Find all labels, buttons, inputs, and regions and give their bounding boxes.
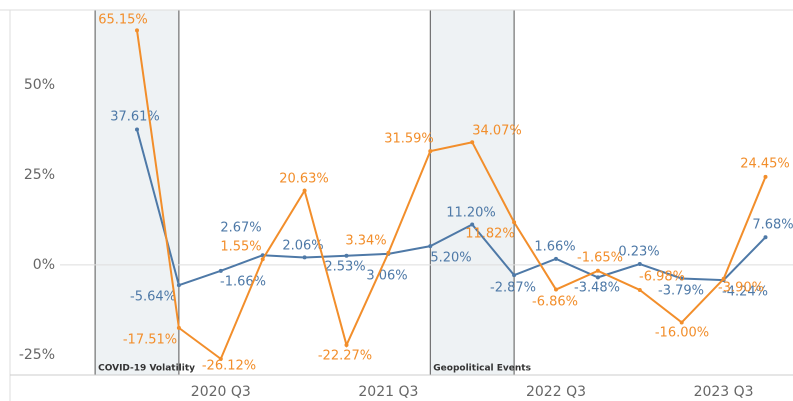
data-label: -16.00% — [655, 326, 709, 341]
data-label: 65.15% — [98, 13, 148, 28]
data-label: -26.12% — [202, 359, 256, 374]
event-band — [430, 10, 515, 375]
series-line — [136, 129, 767, 287]
data-label: 1.66% — [534, 240, 575, 255]
data-label: 24.45% — [740, 157, 790, 172]
point — [470, 222, 475, 227]
point — [595, 268, 600, 273]
data-label: 2.67% — [220, 221, 261, 236]
point — [260, 257, 265, 262]
band-label: Geopolitical Events — [433, 364, 531, 374]
data-label: 3.34% — [345, 234, 386, 249]
data-label: -6.86% — [532, 295, 578, 310]
data-label: 2.06% — [282, 239, 323, 254]
data-label: 11.82% — [465, 227, 515, 242]
data-label: -3.90% — [718, 281, 764, 296]
data-label: -5.64% — [130, 290, 176, 305]
data-label: -3.79% — [658, 284, 704, 299]
x-tick-label: 2020 Q3 — [191, 384, 251, 400]
band-label: COVID-19 Volatility — [98, 364, 195, 374]
point — [302, 188, 307, 193]
data-label: -1.66% — [220, 275, 266, 290]
data-label: 0.23% — [618, 245, 659, 260]
y-tick-label: 25% — [24, 167, 55, 183]
point — [218, 268, 223, 273]
data-label: -22.27% — [318, 349, 372, 364]
data-label: 37.61% — [110, 110, 160, 125]
data-label: 7.68% — [752, 218, 793, 233]
data-label: -1.65% — [577, 251, 623, 266]
point — [679, 276, 684, 281]
point — [218, 356, 223, 361]
point — [595, 275, 600, 280]
data-label: -2.87% — [490, 281, 536, 296]
point — [679, 320, 684, 325]
point — [554, 287, 558, 292]
point — [176, 283, 181, 288]
data-label: -6.98% — [639, 270, 685, 285]
point — [386, 250, 391, 255]
data-label: 2.53% — [324, 260, 365, 275]
point — [135, 28, 139, 33]
data-label: 1.55% — [220, 240, 261, 255]
data-label: -4.24% — [722, 285, 768, 300]
point — [763, 174, 768, 179]
point — [637, 262, 642, 267]
y-tick-label: -25% — [19, 347, 55, 363]
point — [176, 325, 181, 330]
point — [302, 255, 307, 260]
point — [344, 253, 349, 258]
x-tick-label: 2023 Q3 — [694, 384, 754, 400]
point — [554, 256, 558, 261]
data-label: 11.20% — [446, 206, 496, 221]
point — [512, 220, 517, 225]
data-label: 34.07% — [472, 124, 522, 139]
data-label: -3.48% — [574, 281, 620, 296]
point — [428, 244, 433, 249]
point — [512, 273, 517, 278]
data-label: 20.63% — [279, 172, 329, 187]
point — [721, 276, 726, 281]
point — [344, 343, 349, 348]
point — [763, 235, 768, 240]
data-label: 31.59% — [384, 132, 434, 147]
point — [135, 127, 139, 132]
series-line — [136, 30, 767, 361]
y-tick-label: 50% — [24, 77, 55, 93]
y-tick-label: 0% — [33, 257, 55, 273]
data-label: -17.51% — [123, 333, 177, 348]
point — [428, 149, 433, 154]
point — [470, 140, 475, 145]
event-band — [95, 10, 179, 375]
x-tick-label: 2022 Q3 — [526, 384, 586, 400]
x-tick-label: 2021 Q3 — [358, 384, 418, 400]
point — [637, 287, 642, 292]
data-label: 5.20% — [430, 251, 471, 266]
data-label: 3.06% — [366, 269, 407, 284]
